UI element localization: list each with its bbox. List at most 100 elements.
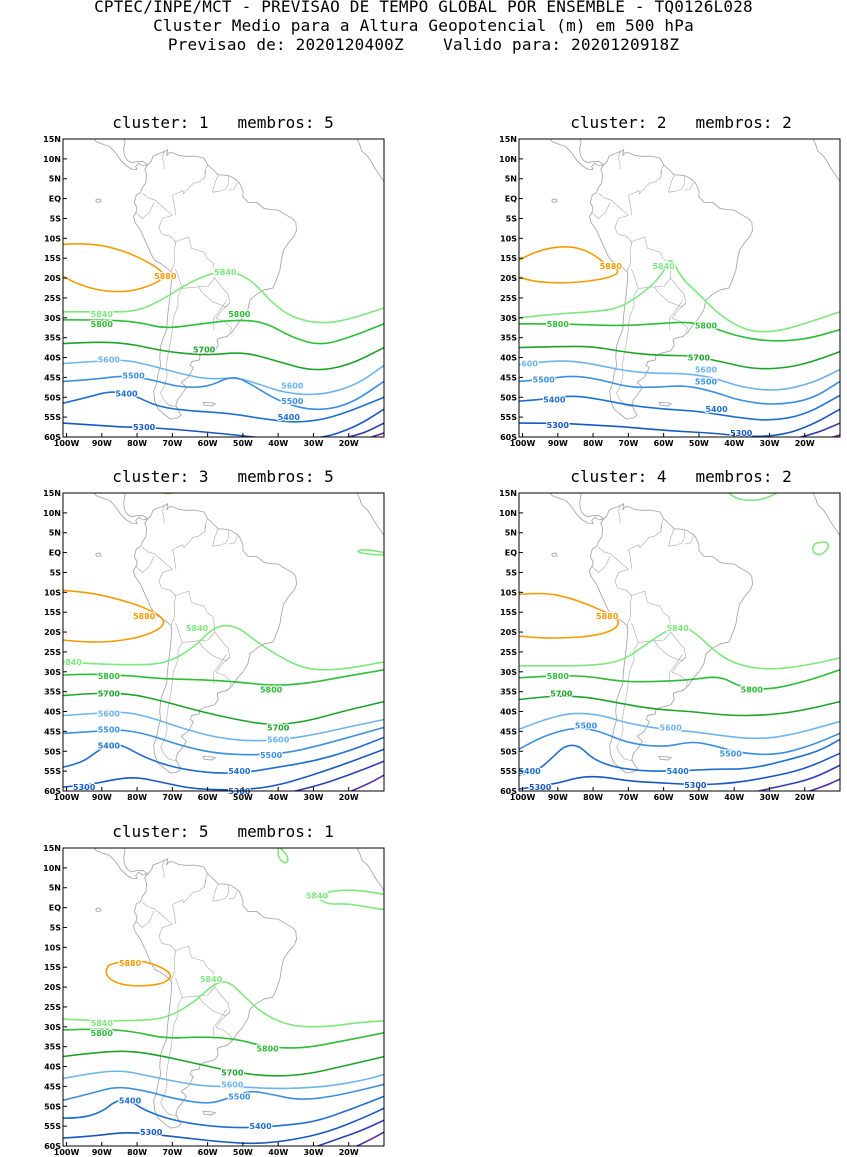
country-border	[672, 672, 688, 687]
lat-tick-label: 50S	[44, 393, 61, 402]
contour-label-5840: 5840	[652, 262, 675, 271]
lat-tick-label: 55S	[500, 413, 517, 422]
lat-tick-label: EQ	[49, 904, 61, 913]
contour-label-5500: 5500	[575, 721, 598, 730]
contour-5840	[63, 624, 384, 671]
lat-tick-label: EQ	[49, 195, 61, 204]
country-border	[212, 174, 230, 193]
country-border	[135, 202, 155, 219]
country-border	[161, 505, 165, 524]
lon-tick-label: 20W	[795, 793, 815, 802]
lat-tick-label: 50S	[44, 1102, 61, 1111]
contour-label-5500: 5500	[695, 377, 718, 386]
contour-5700	[519, 345, 840, 370]
country-border	[142, 902, 173, 925]
falkland-islands	[658, 755, 672, 761]
lat-tick-label: 45S	[500, 727, 517, 736]
lat-tick-label: 5N	[505, 529, 517, 538]
lat-tick-label: 5N	[49, 529, 61, 538]
country-border	[671, 656, 687, 673]
lat-tick-label: 15S	[500, 608, 517, 617]
africa-outline	[813, 493, 840, 536]
country-border	[660, 518, 664, 532]
contour-label-5400: 5400	[249, 1122, 272, 1131]
country-border	[158, 924, 177, 981]
africa-outline	[357, 848, 384, 891]
latitude-axis: 15N 10N 5N EQ 5S 10S 15S 20S 25S 30S 35S 40S 45S 50S 5…	[43, 489, 67, 796]
contour-labels: 5880 584058405800580057005600550056005400…	[90, 267, 305, 433]
contour-lines	[63, 493, 384, 791]
contour-label-5600: 5600	[221, 1080, 244, 1089]
coastlines	[93, 139, 384, 420]
lat-tick-label: 15S	[500, 254, 517, 263]
lat-tick-label: 45S	[44, 373, 61, 382]
contour-label-5500: 5500	[281, 397, 304, 406]
country-border	[598, 547, 629, 570]
country-borders	[135, 860, 238, 1117]
coastlines	[549, 493, 840, 774]
lat-tick-label: 35S	[500, 334, 517, 343]
contour-label-5300: 5300	[730, 429, 753, 438]
panel-3-title: cluster: 3 membros: 5	[112, 467, 334, 486]
lon-tick-label: 70W	[162, 793, 182, 802]
lat-tick-label: 20S	[44, 628, 61, 637]
contour-label-5700: 5700	[688, 354, 711, 363]
lat-tick-label: 40S	[44, 354, 61, 363]
contour-lines	[63, 848, 384, 1146]
lat-tick-label: 20S	[500, 628, 517, 637]
contour-label-5840: 5840	[214, 268, 237, 277]
country-border	[172, 170, 207, 216]
lat-tick-label: 45S	[44, 1082, 61, 1091]
lon-tick-label: 90W	[92, 439, 112, 448]
contour-label-5600: 5600	[695, 365, 718, 374]
south-america-outline	[133, 503, 297, 774]
lat-tick-label: 50S	[500, 393, 517, 402]
contour-label-5300: 5300	[684, 781, 707, 790]
lon-tick-label: 40W	[268, 1148, 288, 1157]
contour-5300	[63, 408, 384, 437]
lon-tick-label: 60W	[198, 1148, 218, 1157]
country-border	[672, 318, 688, 333]
contour-label-5400: 5400	[115, 389, 138, 398]
country-border	[174, 590, 216, 643]
lat-tick-label: 30S	[44, 1023, 61, 1032]
contour-5100	[829, 434, 840, 437]
country-border	[216, 318, 232, 333]
country-border	[628, 170, 663, 216]
contour-5800	[63, 319, 384, 345]
country-border	[669, 654, 683, 685]
lon-tick-label: 40W	[724, 793, 744, 802]
panel-2-title: cluster: 2 membros: 2	[570, 113, 792, 132]
lat-tick-label: 10N	[499, 509, 517, 518]
longitude-axis: 100W 90W 80W 70W 60W 50W 40W 30W 20W	[54, 433, 359, 448]
falkland-islands	[202, 1110, 216, 1116]
contour-5880	[519, 246, 619, 284]
lon-tick-label: 60W	[198, 793, 218, 802]
map-frame	[518, 492, 841, 792]
longitude-axis: 100W 90W 80W 70W 60W 50W 40W 30W 20W	[54, 787, 359, 802]
lat-tick-label: 10N	[43, 509, 61, 518]
contour-label-5600: 5600	[281, 381, 304, 390]
lat-tick-label: 10S	[44, 234, 61, 243]
lon-tick-label: 80W	[127, 1148, 147, 1157]
contour-label-5600: 5600	[98, 710, 121, 719]
contour-5100	[369, 432, 384, 437]
contour-label-5800: 5800	[91, 320, 114, 329]
contour-label-5700: 5700	[193, 346, 216, 355]
contour-5100	[807, 778, 840, 791]
lat-tick-label: EQ	[505, 549, 517, 558]
country-border	[135, 911, 155, 928]
galapagos-islands	[551, 552, 558, 558]
contour-label-5300: 5300	[547, 421, 570, 430]
latitude-axis: 15N 10N 5N EQ 5S 10S 15S 20S 25S 30S 35S 40S 45S 50S 5…	[499, 135, 523, 442]
lon-tick-label: 50W	[233, 793, 253, 802]
contour-5400	[63, 736, 384, 774]
africa-outline	[813, 139, 840, 182]
latitude-axis: 15N 10N 5N EQ 5S 10S 15S 20S 25S 30S 35S 40S 45S 50S 5…	[43, 844, 67, 1151]
lat-tick-label: 30S	[500, 314, 517, 323]
contour-5800	[63, 669, 384, 686]
lat-tick-label: 10N	[43, 155, 61, 164]
lon-tick-label: 40W	[268, 793, 288, 802]
country-border	[204, 873, 208, 887]
country-border	[668, 174, 686, 193]
